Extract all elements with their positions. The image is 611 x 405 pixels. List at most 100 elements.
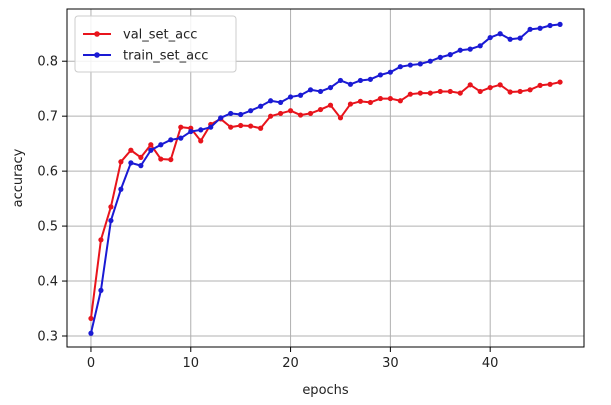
- data-point-val_set_acc: [547, 81, 553, 87]
- data-point-val_set_acc: [377, 95, 383, 102]
- data-point-train_set_acc: [88, 330, 94, 336]
- data-point-val_set_acc: [297, 112, 304, 118]
- data-point-train_set_acc: [497, 31, 503, 37]
- data-point-val_set_acc: [457, 90, 463, 96]
- data-point-train_set_acc: [417, 61, 423, 67]
- data-point-train_set_acc: [208, 124, 214, 130]
- data-point-train_set_acc: [258, 103, 264, 109]
- data-point-val_set_acc: [417, 90, 423, 96]
- data-point-train_set_acc: [347, 81, 354, 87]
- data-point-train_set_acc: [148, 147, 154, 153]
- data-point-train_set_acc: [178, 135, 184, 141]
- data-point-val_set_acc: [277, 110, 284, 117]
- legend-label: val_set_acc: [123, 28, 197, 43]
- y-tick-label: 0.8: [37, 55, 58, 70]
- data-point-val_set_acc: [168, 156, 174, 163]
- series-layer: [88, 21, 563, 336]
- data-point-train_set_acc: [537, 25, 543, 31]
- data-point-val_set_acc: [98, 237, 104, 243]
- data-point-train_set_acc: [557, 21, 563, 27]
- data-point-train_set_acc: [447, 52, 453, 58]
- data-point-train_set_acc: [517, 35, 523, 41]
- data-point-val_set_acc: [437, 88, 443, 95]
- data-point-val_set_acc: [507, 89, 513, 95]
- data-point-train_set_acc: [108, 217, 114, 224]
- legend: val_set_acc train_set_acc: [74, 15, 237, 73]
- data-point-train_set_acc: [527, 26, 533, 32]
- data-point-train_set_acc: [118, 186, 124, 192]
- data-point-train_set_acc: [397, 64, 403, 70]
- x-tick-label: 10: [182, 356, 199, 371]
- data-point-val_set_acc: [477, 88, 483, 95]
- data-point-val_set_acc: [407, 91, 413, 97]
- data-point-train_set_acc: [437, 54, 443, 60]
- y-tick-label: 0.4: [37, 275, 58, 290]
- data-point-val_set_acc: [447, 88, 453, 95]
- data-point-train_set_acc: [168, 137, 174, 143]
- data-point-train_set_acc: [317, 88, 324, 95]
- data-point-val_set_acc: [487, 84, 493, 91]
- x-tick-label: 0: [87, 356, 95, 371]
- x-tick-label: 40: [482, 356, 499, 371]
- data-point-val_set_acc: [248, 123, 254, 129]
- y-tick-label: 0.5: [37, 220, 58, 235]
- data-point-train_set_acc: [198, 127, 204, 133]
- data-point-train_set_acc: [248, 108, 254, 114]
- data-point-train_set_acc: [128, 160, 134, 166]
- data-point-val_set_acc: [557, 79, 563, 85]
- x-tick-label: 20: [282, 356, 299, 371]
- data-point-train_set_acc: [138, 163, 144, 169]
- legend-marker: [94, 31, 100, 37]
- data-point-val_set_acc: [467, 82, 473, 88]
- plot-frame: [66, 8, 585, 348]
- data-point-val_set_acc: [178, 124, 184, 130]
- data-point-val_set_acc: [327, 102, 334, 108]
- data-point-val_set_acc: [258, 125, 264, 131]
- data-point-val_set_acc: [108, 204, 114, 210]
- data-point-val_set_acc: [287, 108, 294, 114]
- data-point-val_set_acc: [387, 95, 393, 102]
- series-train_set_acc: [88, 21, 563, 336]
- data-point-val_set_acc: [357, 98, 364, 104]
- data-point-train_set_acc: [307, 87, 314, 93]
- data-point-train_set_acc: [377, 72, 383, 78]
- data-point-train_set_acc: [287, 94, 294, 100]
- data-point-val_set_acc: [148, 142, 154, 148]
- data-point-train_set_acc: [387, 69, 393, 75]
- series-val_set_acc: [88, 79, 563, 322]
- data-point-train_set_acc: [487, 34, 493, 41]
- y-tick-label: 0.3: [37, 330, 58, 345]
- data-point-train_set_acc: [407, 62, 413, 68]
- data-point-train_set_acc: [337, 77, 344, 84]
- data-point-val_set_acc: [88, 315, 94, 322]
- data-point-val_set_acc: [337, 115, 344, 121]
- legend-label: train_set_acc: [123, 49, 208, 64]
- data-point-val_set_acc: [367, 99, 374, 106]
- data-point-train_set_acc: [218, 115, 224, 121]
- data-point-val_set_acc: [497, 82, 503, 88]
- data-point-train_set_acc: [327, 84, 334, 91]
- data-point-train_set_acc: [507, 36, 513, 42]
- data-point-val_set_acc: [527, 87, 533, 93]
- data-point-val_set_acc: [228, 124, 234, 130]
- y-axis-label: accuracy: [11, 148, 26, 207]
- legend-entry-val_set_acc: val_set_acc: [83, 28, 197, 43]
- data-point-train_set_acc: [357, 77, 364, 84]
- data-point-val_set_acc: [268, 113, 274, 119]
- data-point-train_set_acc: [467, 46, 473, 52]
- data-point-train_set_acc: [457, 47, 463, 53]
- data-point-val_set_acc: [198, 138, 204, 144]
- data-point-val_set_acc: [347, 101, 354, 107]
- y-tick-label: 0.6: [37, 165, 58, 180]
- data-point-val_set_acc: [317, 106, 324, 113]
- y-tick-label: 0.7: [37, 110, 58, 125]
- legend-entry-train_set_acc: train_set_acc: [83, 49, 208, 64]
- data-point-val_set_acc: [238, 122, 244, 129]
- data-point-train_set_acc: [238, 111, 244, 118]
- data-point-val_set_acc: [128, 147, 134, 153]
- data-point-train_set_acc: [367, 76, 374, 82]
- x-axis-label: epochs: [302, 383, 349, 398]
- data-point-val_set_acc: [307, 110, 314, 117]
